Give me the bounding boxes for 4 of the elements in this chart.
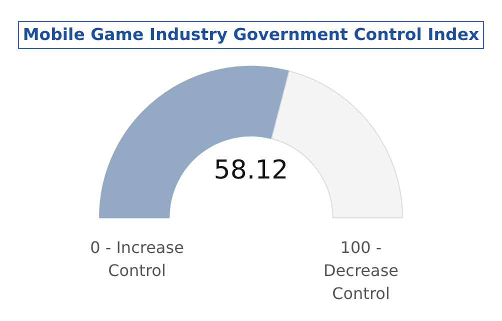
text: 0 - Increase Control [89, 237, 185, 282]
data-label: 58.12 [214, 156, 288, 186]
chart-title: Mobile Game Industry Government Control Index [18, 21, 484, 49]
text: 100 - Decrease Control [322, 237, 400, 305]
